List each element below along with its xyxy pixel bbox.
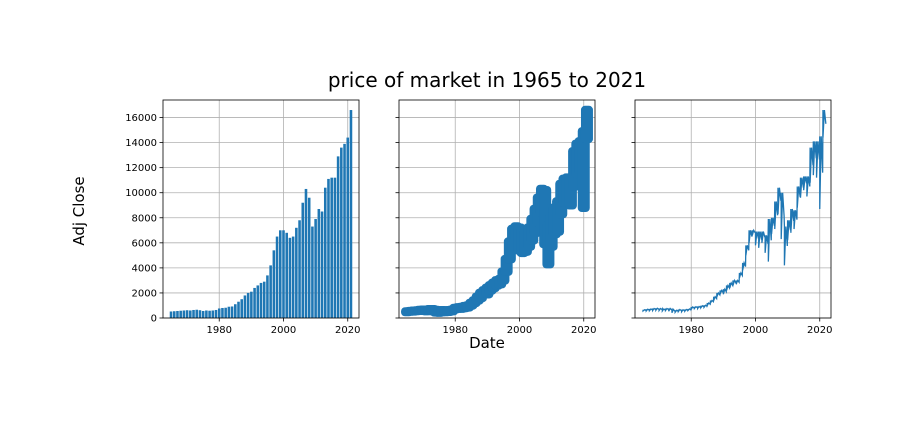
bar <box>230 306 234 318</box>
bar <box>314 219 317 318</box>
bar <box>185 310 189 318</box>
bar <box>340 147 343 318</box>
bar <box>221 307 224 318</box>
bar <box>214 309 218 318</box>
bar <box>189 310 192 318</box>
subplots-group: 1980 2000 2020 0 2000 4000 6000 8000 10000 12000 1… <box>125 99 832 336</box>
x-tick-label: 2020 <box>571 325 596 336</box>
bar <box>298 220 301 318</box>
bar <box>349 110 353 319</box>
bar <box>336 156 340 318</box>
bar <box>172 311 176 318</box>
bar <box>246 292 250 318</box>
bar <box>237 301 240 318</box>
y-tick-label: 16000 <box>125 113 157 124</box>
bar <box>323 187 327 318</box>
bar <box>269 265 272 318</box>
bar <box>295 227 298 318</box>
x-tick-label: 2000 <box>507 325 532 336</box>
bar <box>227 306 231 318</box>
bar <box>205 310 208 318</box>
bar <box>330 177 333 318</box>
bar <box>301 202 305 318</box>
y-tick-label: 2000 <box>132 288 157 299</box>
bar <box>317 209 321 318</box>
bar <box>201 310 205 318</box>
figure-title: price of market in 1965 to 2021 <box>328 68 646 92</box>
x-tick-label: 1980 <box>443 325 468 336</box>
bar <box>211 310 215 318</box>
bar <box>179 310 182 318</box>
bar <box>208 310 211 318</box>
subplot-2: 1980 2000 2020 <box>395 99 596 336</box>
scatter-point <box>577 127 590 212</box>
bar <box>253 287 256 318</box>
axes-frame <box>634 99 832 319</box>
bar <box>285 232 288 318</box>
y-tick-label: 0 <box>151 314 157 325</box>
bar <box>169 311 173 318</box>
bar <box>243 295 247 318</box>
bar <box>195 309 199 318</box>
figure-ylabel: Adj Close <box>70 176 88 245</box>
bar <box>182 310 186 318</box>
bar <box>262 281 266 318</box>
bar <box>240 299 244 318</box>
bar <box>256 285 260 318</box>
y-tick-label: 14000 <box>125 138 157 149</box>
bar <box>311 226 314 318</box>
bar <box>333 177 337 318</box>
bar <box>192 309 195 318</box>
x-tick-label: 1980 <box>207 325 232 336</box>
bar <box>288 237 292 318</box>
bar <box>291 236 295 318</box>
bar <box>198 310 202 318</box>
y-tick-label: 8000 <box>132 213 157 224</box>
bar <box>343 143 346 318</box>
x-tick-label: 2000 <box>271 325 296 336</box>
y-tick-label: 4000 <box>132 263 157 274</box>
bar <box>275 236 279 318</box>
bar <box>234 304 237 318</box>
bar <box>217 308 221 318</box>
bar <box>259 282 263 318</box>
bar <box>266 275 269 318</box>
bar <box>307 197 311 318</box>
bar <box>176 310 179 318</box>
bar <box>346 137 350 318</box>
bar <box>304 188 308 318</box>
subplot-3: 1980 2000 2020 <box>631 99 832 336</box>
axes-frame <box>398 99 596 319</box>
bar <box>282 230 285 318</box>
scatter-point <box>580 105 593 144</box>
bar <box>250 291 253 318</box>
x-tick-label: 2000 <box>743 325 768 336</box>
bar <box>327 178 330 318</box>
y-tick-label: 6000 <box>132 238 157 249</box>
bar <box>320 211 324 318</box>
subplot-1: 1980 2000 2020 0 2000 4000 6000 8000 10000 12000 1… <box>125 99 360 336</box>
bar <box>224 307 227 318</box>
bar <box>278 230 282 318</box>
axes-frame <box>162 99 360 319</box>
x-tick-label: 2020 <box>335 325 360 336</box>
x-tick-label: 2020 <box>807 325 832 336</box>
y-tick-label: 10000 <box>125 188 157 199</box>
figure-xlabel: Date <box>469 334 505 352</box>
bar <box>272 250 276 318</box>
y-tick-label: 12000 <box>125 163 157 174</box>
series-line <box>642 109 827 315</box>
x-tick-label: 1980 <box>679 325 704 336</box>
